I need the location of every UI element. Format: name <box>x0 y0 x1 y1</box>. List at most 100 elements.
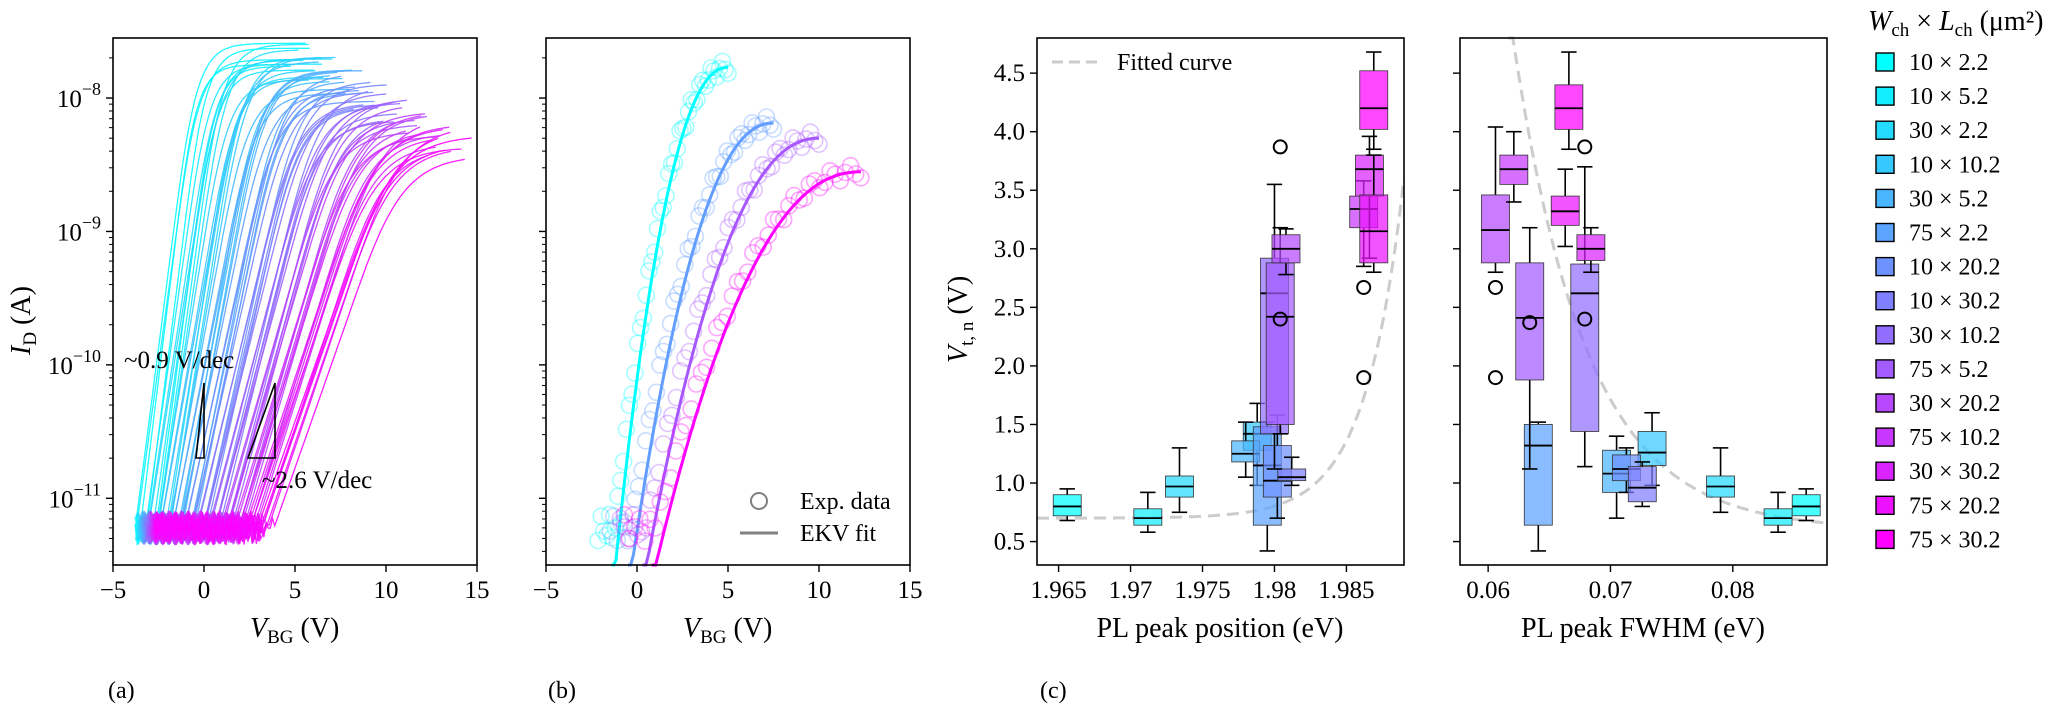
size-legend: Wch × Lch (μm²) 10 × 2.2 10 × 5.2 30 × 2.2… <box>1868 6 2043 553</box>
panel-b-series <box>589 52 870 567</box>
exp-data-point <box>628 334 647 353</box>
ekv-fit-line <box>642 136 820 567</box>
exp-data-point <box>736 131 754 150</box>
panel-c-right-xtick-label: 0.08 <box>1711 577 1755 604</box>
box-iqr <box>1359 194 1389 264</box>
panel-b-xtick-label: 15 <box>898 577 923 604</box>
transfer-curve <box>134 47 310 546</box>
panel-c-left-x-ticks: 1.965 1.97 1.975 1.98 1.985 <box>1030 565 1375 604</box>
size-legend-swatch <box>1875 86 1895 106</box>
exp-data-point <box>624 505 642 524</box>
exp-data-point <box>780 196 798 215</box>
panel-a-xtick-label: −5 <box>100 577 127 604</box>
box-outlier <box>1356 279 1372 295</box>
panel-a: −5 0 5 10 15 10−11 10−10 10−9 10−8 ~0.9 V/dec ~… <box>6 37 490 704</box>
exp-data-point <box>648 219 667 238</box>
box-1030.2 <box>1277 456 1307 487</box>
box-3020.2 <box>1271 228 1301 276</box>
exp-data-point <box>615 513 634 531</box>
ekv-fit-line <box>651 170 861 567</box>
size-legend-swatch <box>1875 256 1895 277</box>
size-legend-item: 10 × 5.2 <box>1875 84 1989 110</box>
panel-c-right-xlabel: PL peak FWHM (eV) <box>1521 613 1765 644</box>
box-7520.2 <box>1550 168 1580 248</box>
size-legend-swatch <box>1875 188 1895 209</box>
box-iqr <box>1515 262 1545 381</box>
exp-data-point <box>606 519 625 537</box>
box-outlier <box>1272 311 1288 327</box>
box-outlier <box>1356 370 1372 386</box>
box-outlier <box>1577 311 1593 327</box>
size-legend-swatch <box>1875 359 1895 379</box>
box-755.2 <box>1265 139 1295 435</box>
size-legend-item: 75 × 10.2 <box>1875 425 2001 451</box>
exp-data-point <box>629 477 648 496</box>
box-105.2 <box>1763 491 1793 534</box>
panel-c-left-xtick-label: 1.98 <box>1253 577 1297 604</box>
exp-data-point <box>592 507 610 526</box>
exp-data-point <box>619 529 638 548</box>
transfer-curve <box>154 137 472 546</box>
transfer-curve <box>153 149 445 545</box>
size-legend-label: 75 × 10.2 <box>1909 425 2001 451</box>
exp-data-point <box>628 525 647 544</box>
box-302.2 <box>1165 447 1194 514</box>
size-legend-item: 30 × 10.2 <box>1875 323 2001 349</box>
panel-c-left-ytick-label: 1.5 <box>994 411 1025 438</box>
box-outlier <box>1577 139 1593 155</box>
box-iqr <box>1570 263 1600 432</box>
size-legend-swatch <box>1875 291 1895 311</box>
panel-c-left-xlabel: PL peak position (eV) <box>1096 613 1343 644</box>
transfer-curve <box>134 42 306 528</box>
panel-a-xtick-label: 15 <box>465 577 490 604</box>
panel-c-ylabel: Vt, n (V) <box>943 276 978 363</box>
exp-data-point <box>758 160 776 178</box>
exp-data-point <box>725 143 744 161</box>
panel-b-label: (b) <box>548 678 576 704</box>
box-752.2 <box>1523 421 1553 552</box>
exp-data-point <box>790 191 809 209</box>
exp-data-point <box>622 519 641 537</box>
size-legend-label: 75 × 30.2 <box>1909 527 2001 553</box>
panel-b-xtick-label: 10 <box>807 577 832 604</box>
size-legend-swatch <box>1875 461 1895 481</box>
slope-triangle-left <box>195 382 205 459</box>
panel-c-right-xtick-label: 0.06 <box>1466 577 1510 604</box>
box-7530.2 <box>1359 51 1389 151</box>
box-3030.2 <box>1576 226 1606 274</box>
box-102.2 <box>1791 488 1821 522</box>
panel-c-left-fitted-curve <box>1037 178 1406 520</box>
size-legend-label: 10 × 5.2 <box>1909 84 1989 110</box>
exp-data-point <box>687 375 706 393</box>
box-iqr <box>1637 431 1667 466</box>
exp-data-point <box>711 167 730 186</box>
exp-data-point <box>723 210 742 229</box>
panel-b-x-ticks: −5 0 5 10 15 <box>533 565 923 604</box>
panel-b-xtick-label: 0 <box>631 577 644 604</box>
exp-data-point <box>792 138 811 157</box>
box-102.2 <box>1052 488 1082 522</box>
panel-c-right-y-ticks <box>1453 72 1460 543</box>
box-3010.2 <box>1570 139 1600 468</box>
panel-c-left-ytick-label: 4.0 <box>994 119 1025 146</box>
box-7510.2 <box>1499 130 1529 203</box>
exp-data-point <box>697 199 715 217</box>
size-legend-swatch <box>1875 120 1895 140</box>
exp-data-point <box>601 522 620 540</box>
exp-data-point <box>595 522 613 540</box>
panel-c-right-frame <box>1459 37 1828 566</box>
size-legend-label: 10 × 2.2 <box>1909 50 1989 76</box>
box-outlier <box>1522 315 1538 331</box>
exp-data-point <box>620 529 639 548</box>
panel-a-label: (a) <box>108 678 135 704</box>
exp-data-point <box>600 505 619 524</box>
panel-a-ytick-label: 10−9 <box>57 212 101 246</box>
panel-a-ytick-label: 10−10 <box>48 346 101 380</box>
exp-data-point <box>810 135 828 153</box>
panel-a-ytick-label: 10−11 <box>49 479 101 513</box>
exp-data-point <box>646 519 665 537</box>
size-legend-label: 30 × 30.2 <box>1909 459 2001 485</box>
exp-data-point <box>775 146 794 164</box>
exp-data-point <box>654 342 673 361</box>
